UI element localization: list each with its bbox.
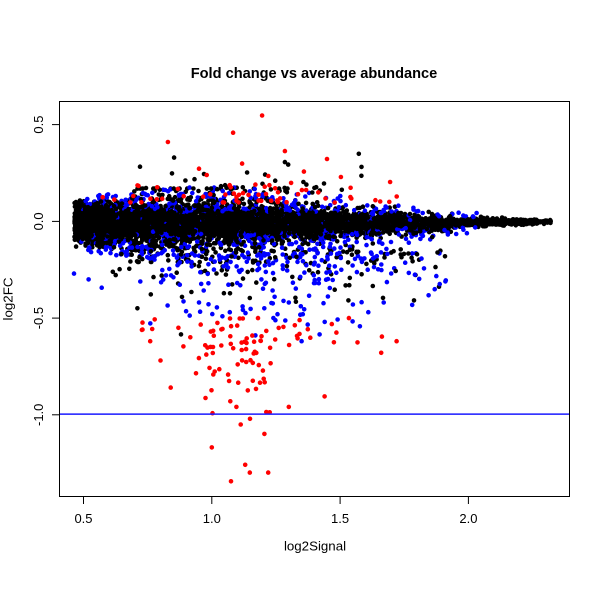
svg-text:Fold change vs average abundan: Fold change vs average abundance xyxy=(191,66,438,82)
svg-text:log2FC: log2FC xyxy=(1,277,16,320)
svg-text:log2Signal: log2Signal xyxy=(284,539,346,554)
svg-text:0.5: 0.5 xyxy=(74,511,92,526)
svg-text:0.5: 0.5 xyxy=(31,116,46,134)
svg-text:1.5: 1.5 xyxy=(331,511,349,526)
svg-text:2.0: 2.0 xyxy=(459,511,477,526)
svg-text:1.0: 1.0 xyxy=(203,511,221,526)
svg-text:-0.5: -0.5 xyxy=(31,307,46,329)
svg-text:-1.0: -1.0 xyxy=(31,404,46,426)
svg-text:0.0: 0.0 xyxy=(31,212,46,230)
